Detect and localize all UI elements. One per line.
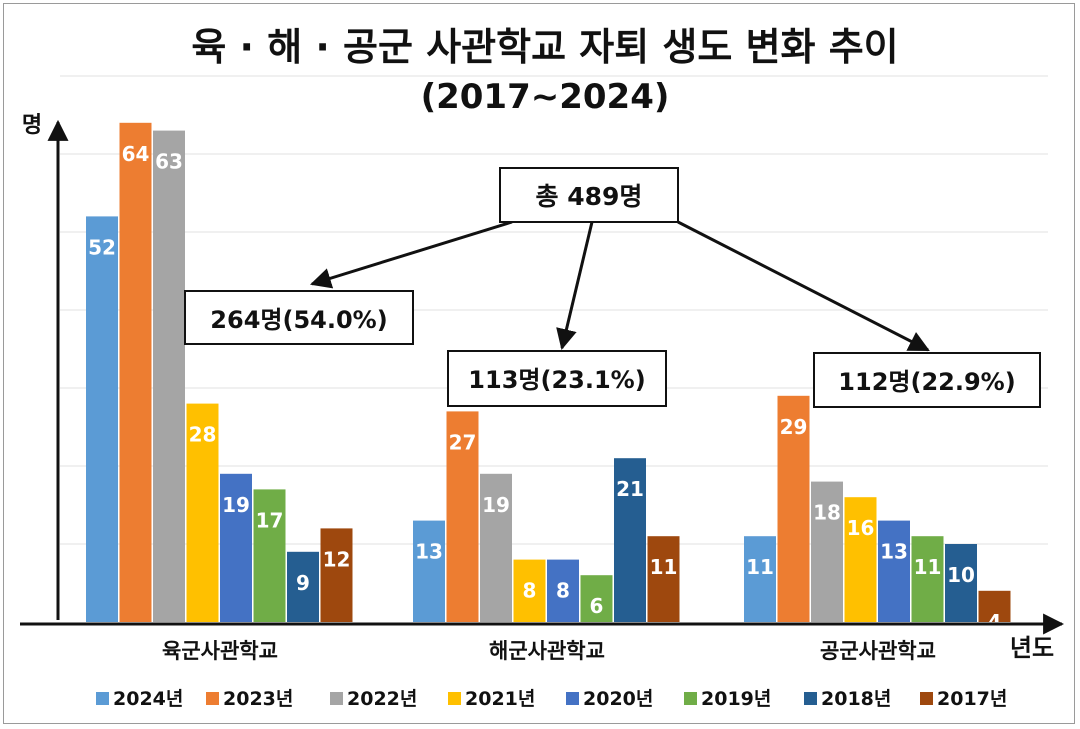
legend-swatch — [804, 692, 817, 705]
bar-value-label: 16 — [847, 516, 875, 540]
total-callout-text: 총 489명 — [536, 182, 643, 211]
bar-value-label: 9 — [296, 571, 310, 595]
bar-value-label: 52 — [88, 235, 116, 259]
category-label: 육군사관학교 — [162, 639, 278, 663]
x-axis-label: 년도 — [1010, 634, 1054, 662]
legend-swatch — [684, 692, 697, 705]
bar-value-label: 28 — [189, 423, 217, 447]
bar-value-label: 19 — [222, 493, 250, 517]
legend-swatch — [206, 692, 219, 705]
bar-value-label: 21 — [616, 477, 644, 501]
bar — [253, 489, 286, 622]
bar — [614, 458, 646, 622]
bar — [547, 559, 579, 622]
chart-frame — [3, 3, 1075, 724]
category-labels: 육군사관학교 해군사관학교 공군사관학교 — [162, 639, 936, 663]
bar-value-label: 11 — [650, 555, 678, 579]
legend-swatch — [448, 692, 461, 705]
bar-value-label: 19 — [482, 493, 510, 517]
legend-label: 2022년 — [347, 688, 417, 710]
legend-label: 2024년 — [113, 688, 183, 710]
bar-value-label: 6 — [590, 594, 604, 618]
bar — [119, 122, 152, 623]
navy-callout: 113명(23.1%) — [447, 350, 667, 407]
bar — [647, 536, 680, 622]
bar — [945, 544, 977, 622]
bar-value-label: 13 — [880, 540, 908, 564]
legend-label: 2020년 — [583, 688, 653, 710]
bar-value-label: 64 — [122, 142, 150, 166]
chart-title: 육 · 해 · 공군 사관학교 자퇴 생도 변화 추이 — [191, 25, 898, 69]
legend-swatch — [96, 692, 109, 705]
legend-label: 2017년 — [937, 688, 1007, 710]
legend-label: 2023년 — [223, 688, 293, 710]
bar — [744, 536, 776, 622]
bar — [978, 590, 1011, 622]
category-label: 해군사관학교 — [489, 639, 605, 663]
legend-swatch — [920, 692, 933, 705]
army-callout-text: 264명(54.0%) — [210, 306, 387, 334]
bar-value-label: 18 — [813, 501, 841, 525]
airforce-callout: 112명(22.9%) — [813, 352, 1041, 408]
bar — [446, 411, 479, 622]
bar — [811, 481, 843, 622]
bar-value-label: 11 — [746, 555, 774, 579]
bar — [513, 559, 546, 622]
bar — [287, 551, 319, 622]
arrow-to-airforce — [677, 220, 930, 352]
arrow-to-navy — [556, 221, 594, 351]
bar — [413, 520, 445, 622]
bar-value-label: 8 — [556, 579, 570, 603]
legend-label: 2018년 — [821, 688, 891, 710]
bar — [580, 575, 613, 622]
bar-value-label: 8 — [523, 579, 537, 603]
bar — [220, 473, 252, 622]
legend: 2024년 2023년 2022년 2021년 2020년 2019년 2018년 2017년 — [96, 688, 1007, 710]
bar-value-label: 29 — [780, 415, 808, 439]
army-callout: 264명(54.0%) — [184, 290, 414, 345]
bar — [844, 497, 877, 622]
bar-value-label: 13 — [415, 540, 443, 564]
legend-label: 2019년 — [701, 688, 771, 710]
total-callout: 총 489명 — [499, 167, 679, 223]
bar — [911, 536, 944, 622]
annotation-arrows — [309, 220, 930, 352]
legend-swatch — [566, 692, 579, 705]
navy-callout-text: 113명(23.1%) — [468, 366, 645, 394]
category-label: 공군사관학교 — [820, 639, 936, 663]
y-axis-label: 명 — [22, 113, 42, 138]
bar-value-label: 27 — [449, 430, 477, 454]
bar-value-label: 63 — [155, 150, 183, 174]
bar-value-label: 17 — [256, 508, 284, 532]
bar — [777, 395, 810, 622]
airforce-callout-text: 112명(22.9%) — [838, 368, 1015, 396]
legend-label: 2021년 — [465, 688, 535, 710]
arrow-to-army — [309, 220, 513, 289]
bar — [320, 528, 353, 622]
bar-value-label: 12 — [323, 547, 351, 571]
bar-value-label: 11 — [914, 555, 942, 579]
bar — [480, 473, 512, 622]
bar — [186, 403, 219, 622]
bar-value-label: 4 — [988, 610, 1002, 634]
bar — [86, 216, 118, 622]
bar-value-label: 10 — [947, 563, 975, 587]
chart-subtitle: (2017~2024) — [421, 77, 670, 117]
bar — [153, 130, 185, 622]
legend-swatch — [330, 692, 343, 705]
bar — [878, 520, 910, 622]
